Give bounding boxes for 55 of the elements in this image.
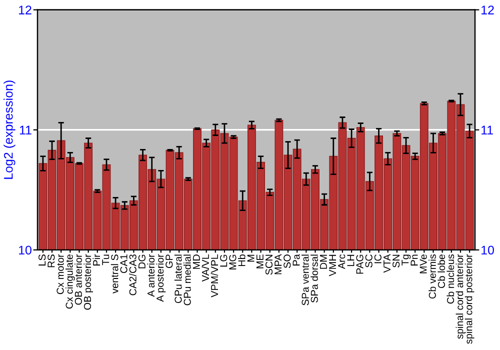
y2-tick-label: 12 [482,6,494,14]
x-tick-label: Hb [238,254,246,266]
x-tick-label: OB posterior [84,254,93,310]
x-tick-label: SPa ventral [302,254,309,306]
x-tick-label: LG [220,254,228,267]
x-tick-label: DM [320,254,327,269]
x-tick-label: A posterior [156,254,166,302]
x-tick-label: VMH [329,254,336,276]
x-tick-label: DG [138,254,146,268]
x-tick-label: RS [48,254,55,268]
x-tick-label: CA1 [120,254,128,274]
x-tick-label: SPa dorsal [310,254,318,303]
x-tick-label: PAG [356,254,364,274]
y-axis-title: Log2 (expression) [4,80,16,179]
y2-tick-label: 11 [482,126,493,134]
x-tick-label: MVe [420,254,427,274]
x-tick-label: SO [284,254,291,268]
x-tick-label: OB anterior [74,254,82,305]
x-tick-label: VTA [384,254,390,273]
x-tick-label: SN [392,254,400,268]
x-tick-label: A anterior [147,254,155,297]
x-tick-label: Cb vermis [428,254,436,299]
x-tick-label: ventral S [110,254,118,294]
x-tick-label: MG [229,254,236,270]
x-tick-label: LS [38,254,46,266]
x-tick-label: SCN [265,254,273,275]
y-tick-label: 10 [18,246,32,255]
x-tick-label: spinal cord anterior [456,254,466,339]
y-tick-label: 12 [18,6,32,14]
x-tick-label: Pir [92,254,100,266]
x-tick-label: Tg [402,254,411,266]
x-tick-label: Cx cingulate [66,254,75,309]
x-tick-label: VPM/VPL [210,254,218,298]
x-tick-label: CPu medial [184,254,191,306]
x-tick-label: spinal cord posterior [464,254,474,344]
x-tick-label: GP [166,254,173,268]
x-tick-label: Pn [410,254,418,266]
x-tick-label: Tu [102,254,110,266]
x-tick-label: Arc [338,254,346,270]
x-tick-label: IC [374,254,382,264]
x-tick-label: Cb lobe [438,254,446,288]
x-tick-label: Cx motor [56,254,64,294]
x-tick-label: Pa [292,254,300,266]
x-tick-label: LH [347,254,354,266]
x-tick-label: VA/VL [202,254,210,282]
x-tick-label: ME [256,254,264,268]
x-tick-label: CA2/CA3 [129,254,136,296]
x-tick-label: SC [365,254,372,268]
y2-tick-label: 10 [482,246,494,255]
y-tick-label: 11 [20,126,32,134]
x-tick-label: Cb nucleus [446,254,454,304]
x-tick-label: MPA [274,254,282,274]
x-tick-label: M [247,254,254,262]
x-tick-label: MD [192,254,200,269]
x-tick-label: CPu lateral [174,254,182,304]
